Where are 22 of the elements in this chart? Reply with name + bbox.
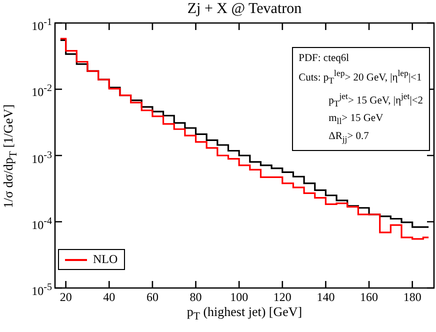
x-tick-label: 180	[402, 290, 422, 305]
annotation: Cuts: p$_{T}$$^{lep}$> 20 GeV, |η$^{lep}$|<1	[298, 67, 423, 88]
x-tick-label: 100	[229, 290, 250, 305]
x-tick-label: 40	[102, 290, 116, 305]
chart-title: Zj + X @ Tevatron	[186, 1, 303, 18]
x-axis-title: p$_{T}$ (highest jet) [GeV]	[186, 304, 304, 323]
y-tick-label: 10$^{-2}$	[30, 82, 52, 102]
x-tick-label: 120	[272, 290, 292, 305]
x-tick-label: 20	[60, 290, 72, 304]
x-tick-label: 160	[359, 290, 380, 305]
x-tick-label: 140	[316, 290, 336, 305]
y-tick-label: 10$^{-1}$	[30, 16, 52, 35]
y-tick-label: 10$^{-5}$	[30, 281, 52, 300]
x-tick-label: 60	[145, 290, 160, 305]
annotation: ΔR$_{jj}$> 0.7	[328, 130, 370, 146]
annotation: PDF: cteq6l	[298, 52, 350, 66]
annotation: m$_{ll}$> 15 GeV	[328, 112, 384, 128]
x-tick-label: 80	[188, 290, 203, 305]
annotation: p$_{T}$$^{jet}$> 15 GeV, |η$^{jet}$|<2	[328, 90, 423, 110]
y-tick-label: 10$^{-4}$	[30, 214, 52, 234]
y-tick-label: 10$^{-3}$	[32, 150, 52, 166]
legend-label: NLO	[93, 252, 118, 267]
